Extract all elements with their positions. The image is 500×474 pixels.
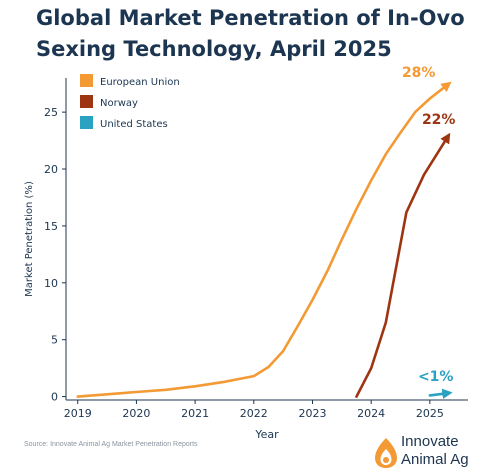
series-layer: 28% 22% <1% xyxy=(76,65,456,400)
x-tick-label: 2024 xyxy=(357,407,385,420)
x-tick-label: 2019 xyxy=(64,407,92,420)
chart-title-line-1: Global Market Penetration of In-Ovo xyxy=(36,6,465,30)
legend-swatch xyxy=(80,74,93,87)
x-tick-label: 2020 xyxy=(122,407,150,420)
y-tick-label: 5 xyxy=(51,334,58,347)
y-tick-label: 0 xyxy=(51,391,58,404)
chart-title: Global Market Penetration of In-Ovo Sexi… xyxy=(36,3,496,65)
logo-line-2: Animal Ag xyxy=(401,451,469,468)
chart-title-line-2: Sexing Technology, April 2025 xyxy=(36,37,392,61)
x-tick-label: 2025 xyxy=(416,407,444,420)
innovate-animal-ag-logo: Innovate Animal Ag xyxy=(369,431,499,471)
legend-label: United States xyxy=(100,119,168,130)
legend-swatch xyxy=(80,95,93,108)
legend-label: Norway xyxy=(100,98,138,109)
series-end-label: 28% xyxy=(402,65,436,81)
y-tick-label: 25 xyxy=(44,106,58,119)
legend: European Union Norway United States xyxy=(80,74,180,130)
x-tick-label: 2021 xyxy=(181,407,209,420)
series-line-norway xyxy=(355,132,451,398)
y-axis-title: Market Penetration (%) xyxy=(24,181,35,297)
series-line-european-union xyxy=(76,81,452,398)
legend-swatch xyxy=(80,116,93,129)
x-tick-label: 2022 xyxy=(240,407,268,420)
logo-wordmark: Innovate Animal Ag xyxy=(401,433,469,469)
egg-flame-icon xyxy=(375,438,397,468)
series-end-label: <1% xyxy=(418,369,454,385)
x-tick-label: 2023 xyxy=(298,407,326,420)
series-line-united-states xyxy=(428,388,453,400)
y-tick-label: 20 xyxy=(44,163,58,176)
legend-label: European Union xyxy=(100,77,180,88)
y-tick-label: 15 xyxy=(44,220,58,233)
series-end-label: 22% xyxy=(422,112,456,128)
logo-line-1: Innovate xyxy=(401,433,459,450)
x-axis-title: Year xyxy=(254,428,279,441)
y-tick-label: 10 xyxy=(44,277,58,290)
source-note: Source: Innovate Animal Ag Market Penetr… xyxy=(24,441,198,448)
